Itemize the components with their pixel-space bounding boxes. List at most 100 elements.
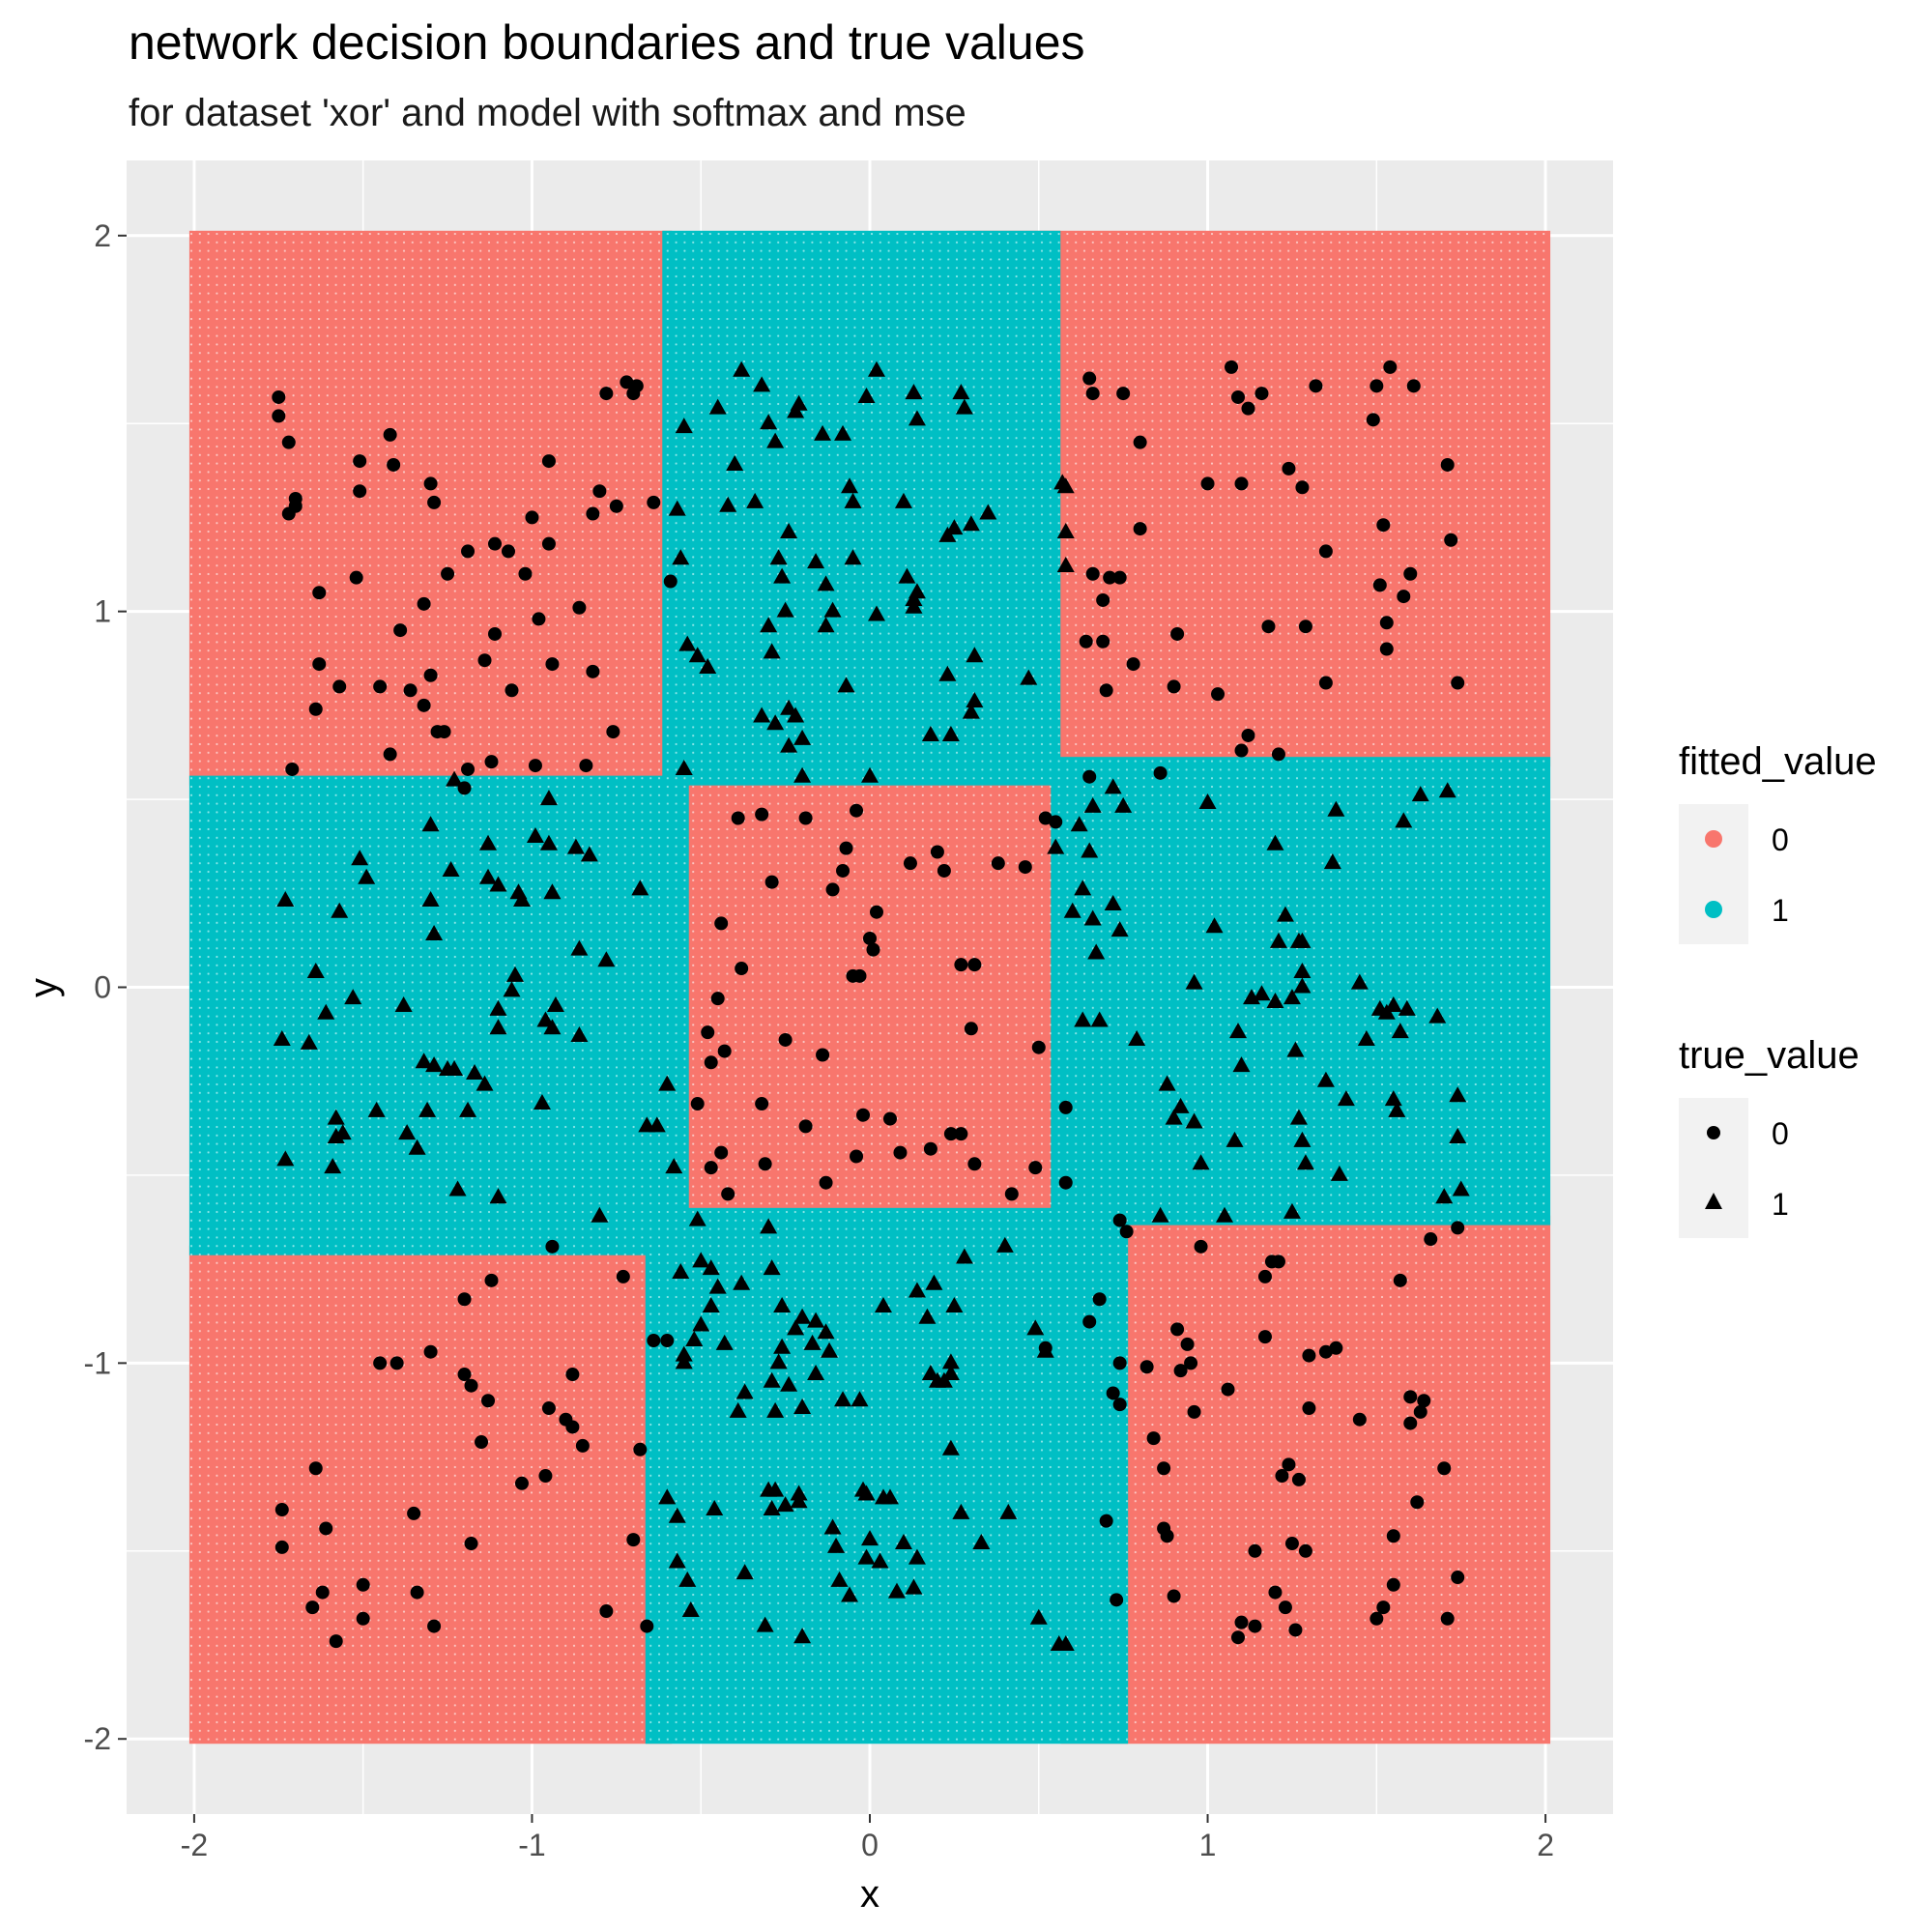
point-true-1 [418,1101,437,1117]
point-true-1 [331,902,349,918]
point-true-0 [1271,747,1285,762]
legend-fitted-key-1 [1705,901,1722,918]
point-true-1 [760,414,778,430]
point-true-1 [945,1297,964,1313]
point-true-1 [780,1375,798,1392]
point-true-1 [479,834,498,851]
point-true-0 [481,1394,496,1408]
x-tick-label: 2 [1537,1828,1554,1862]
point-true-1 [1104,778,1122,794]
point-true-1 [1047,838,1065,854]
point-true-0 [1275,1469,1289,1484]
point-true-1 [685,1331,704,1347]
point-true-0 [1241,401,1255,416]
point-true-0 [312,657,327,672]
point-true-0 [1451,1571,1465,1585]
point-true-0 [1211,687,1226,702]
point-true-1 [793,766,812,783]
point-true-1 [908,583,926,599]
point-true-0 [882,1111,897,1126]
fitted-region-1-left-middle [188,775,689,1255]
point-true-0 [1221,1382,1235,1397]
point-true-1 [823,1518,842,1535]
point-true-0 [1234,476,1249,491]
point-true-1 [1056,1635,1075,1652]
point-true-0 [893,1145,908,1160]
point-true-1 [306,962,325,978]
point-true-1 [776,1496,794,1513]
point-true-1 [733,1274,751,1290]
point-true-1 [867,605,885,621]
point-true-1 [446,770,464,787]
point-true-0 [967,1157,982,1171]
point-true-1 [1316,1071,1335,1087]
point-true-0 [281,435,296,449]
point-true-0 [461,762,476,776]
point-true-0 [528,759,542,773]
point-true-1 [787,706,805,723]
point-true-1 [327,1109,345,1125]
point-true-0 [488,536,503,551]
point-true-0 [1031,1040,1046,1054]
point-true-1 [706,1500,724,1516]
point-true-0 [1085,387,1100,401]
point-true-1 [837,677,855,693]
point-true-0 [660,1334,675,1348]
point-true-0 [850,803,864,818]
point-true-1 [681,1601,700,1618]
point-true-1 [979,504,997,520]
point-true-1 [898,567,916,584]
point-true-1 [543,883,562,900]
point-true-0 [315,1585,330,1600]
point-true-0 [599,1604,614,1619]
point-true-1 [1452,1180,1470,1197]
point-true-0 [349,570,363,585]
point-true-0 [1234,1615,1249,1629]
point-true-0 [599,387,614,401]
point-true-1 [861,766,879,783]
point-true-1 [344,989,362,1005]
point-true-1 [787,1319,805,1336]
point-true-0 [565,1420,580,1434]
legend-true-label-0: 0 [1772,1116,1789,1151]
point-true-0 [572,600,587,615]
point-true-0 [1397,590,1411,604]
point-true-0 [836,863,851,878]
point-true-0 [356,1611,370,1626]
point-true-1 [966,691,984,707]
point-true-0 [1028,1161,1043,1175]
point-true-1 [1104,894,1122,910]
point-true-1 [952,1503,970,1519]
point-true-0 [1451,1221,1465,1235]
point-true-1 [688,647,706,663]
point-true-1 [597,951,616,967]
point-true-0 [954,1127,968,1141]
legend-true-value: true_value 0 1 [1679,1034,1860,1238]
point-true-0 [1231,389,1246,404]
point-true-1 [793,1628,812,1644]
point-true-0 [850,1149,864,1164]
true-value-points [272,360,1470,1652]
point-true-0 [1231,1630,1246,1645]
point-true-0 [1058,1175,1073,1190]
point-true-1 [1449,1128,1467,1144]
point-true-1 [448,1180,467,1197]
y-axis-title: y [22,978,65,997]
point-true-0 [1413,1404,1427,1419]
point-true-0 [863,931,877,945]
point-true-1 [841,477,859,494]
point-true-1 [753,706,771,723]
point-true-1 [699,657,717,674]
point-true-1 [1165,1109,1183,1125]
point-true-0 [1278,1600,1292,1615]
legend-fitted-label-0: 0 [1772,822,1789,857]
point-true-0 [532,612,546,626]
point-true-1 [962,703,980,719]
point-true-0 [285,762,300,776]
point-true-1 [871,1552,889,1569]
point-true-1 [489,876,507,892]
point-true-1 [591,1206,609,1223]
point-true-0 [329,1634,343,1649]
point-true-1 [999,1503,1018,1519]
point-true-0 [1170,626,1185,641]
